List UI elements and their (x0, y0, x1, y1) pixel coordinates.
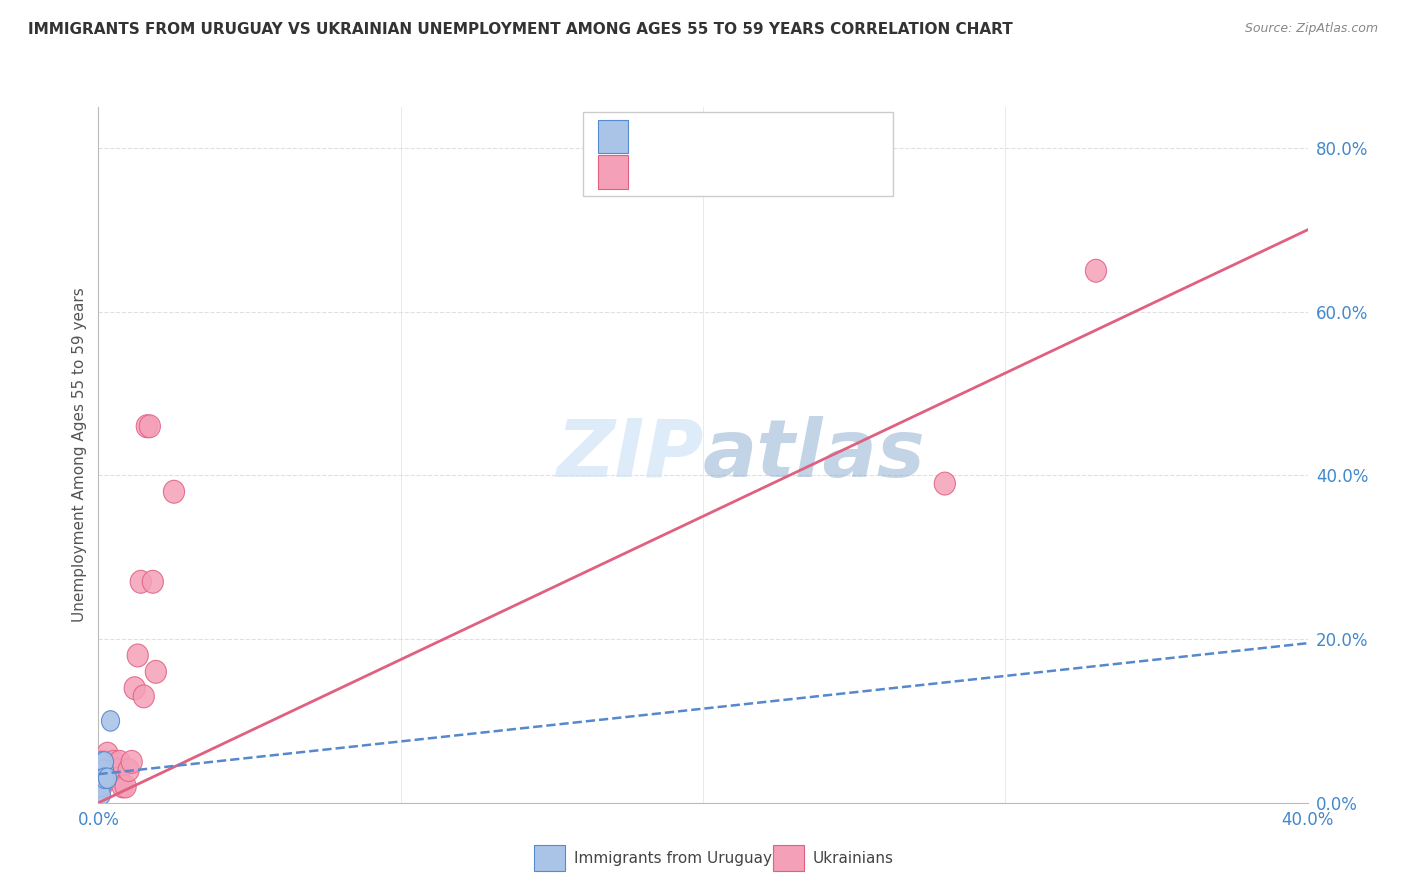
Text: Ukrainians: Ukrainians (813, 851, 894, 865)
Ellipse shape (142, 570, 163, 593)
Ellipse shape (93, 776, 111, 797)
Text: R = 0.713   N = 28: R = 0.713 N = 28 (640, 163, 797, 181)
Ellipse shape (96, 752, 114, 772)
Ellipse shape (97, 742, 118, 765)
Text: IMMIGRANTS FROM URUGUAY VS UKRAINIAN UNEMPLOYMENT AMONG AGES 55 TO 59 YEARS CORR: IMMIGRANTS FROM URUGUAY VS UKRAINIAN UNE… (28, 22, 1012, 37)
Ellipse shape (96, 760, 114, 780)
Ellipse shape (145, 660, 166, 683)
Text: Source: ZipAtlas.com: Source: ZipAtlas.com (1244, 22, 1378, 36)
Ellipse shape (131, 570, 152, 593)
Text: atlas: atlas (703, 416, 925, 494)
Ellipse shape (134, 685, 155, 708)
Text: R = 0.184   N =  11: R = 0.184 N = 11 (640, 128, 803, 145)
Ellipse shape (118, 758, 139, 781)
Ellipse shape (100, 758, 121, 781)
Ellipse shape (93, 760, 111, 780)
Ellipse shape (103, 758, 124, 781)
Ellipse shape (1085, 260, 1107, 282)
Ellipse shape (124, 677, 145, 699)
Ellipse shape (103, 750, 124, 773)
Ellipse shape (94, 750, 115, 773)
Ellipse shape (110, 767, 131, 789)
Ellipse shape (91, 775, 112, 797)
Ellipse shape (105, 758, 127, 781)
Ellipse shape (93, 752, 111, 772)
Ellipse shape (97, 758, 118, 781)
Ellipse shape (90, 776, 107, 797)
Ellipse shape (127, 644, 148, 667)
Text: Immigrants from Uruguay: Immigrants from Uruguay (574, 851, 772, 865)
Ellipse shape (96, 768, 114, 789)
Ellipse shape (94, 767, 115, 789)
Ellipse shape (110, 750, 131, 773)
Ellipse shape (87, 775, 110, 797)
Ellipse shape (121, 750, 142, 773)
Y-axis label: Unemployment Among Ages 55 to 59 years: Unemployment Among Ages 55 to 59 years (72, 287, 87, 623)
Ellipse shape (115, 775, 136, 797)
Ellipse shape (112, 775, 134, 797)
Ellipse shape (934, 472, 956, 495)
Ellipse shape (139, 415, 160, 438)
Ellipse shape (136, 415, 157, 438)
Ellipse shape (93, 784, 111, 805)
Text: ZIP: ZIP (555, 416, 703, 494)
Ellipse shape (91, 750, 112, 773)
Ellipse shape (93, 768, 111, 789)
Ellipse shape (163, 480, 184, 503)
Ellipse shape (98, 768, 117, 789)
Ellipse shape (101, 711, 120, 731)
